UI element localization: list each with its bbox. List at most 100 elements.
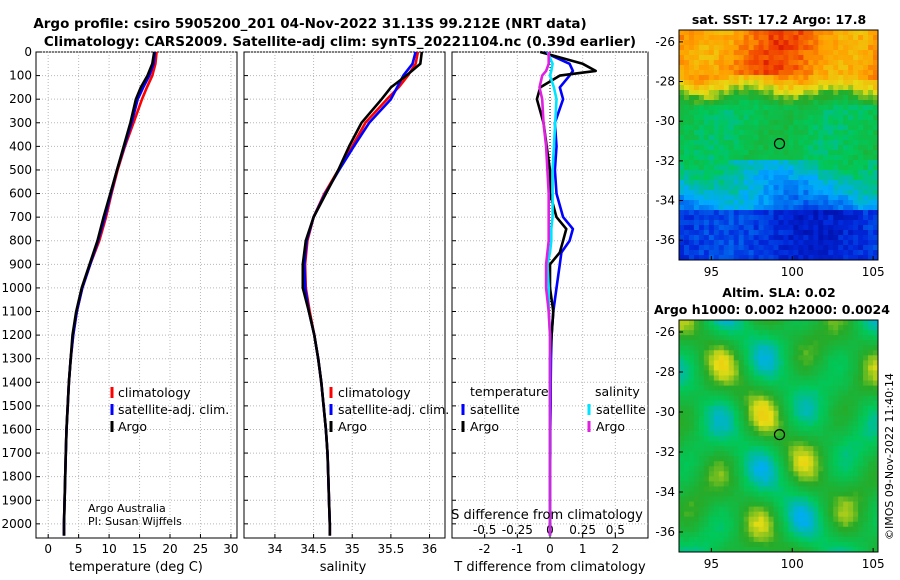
map-cell	[818, 345, 824, 351]
map-cell	[863, 240, 869, 246]
map-cell	[679, 65, 685, 71]
map-cell	[853, 486, 859, 492]
map-cell	[713, 425, 720, 432]
map-cell	[858, 365, 864, 371]
map-cell	[698, 385, 705, 392]
map-cell	[703, 350, 710, 356]
map-cell	[713, 531, 720, 538]
map-cell	[873, 506, 879, 513]
map-cell	[848, 486, 854, 492]
map-cell	[788, 425, 794, 432]
map-cell	[718, 420, 725, 427]
map-cell	[748, 365, 755, 371]
map-cell	[688, 145, 695, 151]
map-cell	[698, 160, 705, 166]
map-cell	[758, 85, 764, 91]
map-cell	[713, 360, 720, 366]
map-cell	[813, 240, 819, 246]
map-cell	[683, 400, 690, 407]
map-cell	[793, 130, 799, 136]
map-cell	[753, 466, 760, 472]
map-cell	[768, 60, 774, 66]
map-cell	[868, 115, 874, 121]
map-cell	[778, 65, 784, 71]
map-cell	[873, 95, 879, 101]
map-cell	[703, 375, 710, 381]
map-cell	[793, 75, 799, 81]
map-cell	[788, 335, 794, 341]
map-cell	[763, 230, 769, 236]
map-cell	[828, 240, 834, 246]
map-cell	[778, 140, 784, 146]
map-cell	[863, 75, 869, 81]
map-cell	[818, 531, 824, 538]
map-cell	[748, 415, 755, 422]
map-cell	[733, 125, 740, 131]
map-cell	[728, 526, 735, 533]
map-cell	[693, 95, 700, 101]
map-cell	[773, 195, 779, 201]
map-cell	[723, 185, 730, 191]
map-cell	[823, 30, 829, 36]
map-cell	[833, 95, 839, 101]
map-cell	[793, 65, 799, 71]
map-cell	[733, 340, 740, 346]
map-cell	[868, 160, 874, 166]
map-cell	[783, 410, 789, 417]
map-cell	[838, 105, 844, 111]
map-cell	[833, 55, 839, 61]
map-cell	[773, 350, 779, 356]
map-cell	[688, 40, 695, 46]
map-cell	[853, 240, 859, 246]
map-cell	[813, 40, 819, 46]
map-cell	[808, 190, 814, 196]
map-cell	[708, 85, 715, 91]
map-cell	[803, 441, 809, 447]
map-cell	[823, 115, 829, 121]
map-cell	[758, 481, 764, 487]
map-cell	[853, 330, 859, 336]
map-cell	[693, 456, 700, 462]
map-cell	[803, 476, 809, 482]
map-cell	[838, 340, 844, 346]
map-cell	[848, 476, 854, 482]
map-cell	[753, 330, 760, 336]
map-cell	[748, 330, 755, 336]
map-cell	[783, 80, 789, 86]
map-cell	[688, 60, 695, 66]
map-cell	[738, 75, 745, 81]
map-cell	[798, 466, 804, 472]
map-cell	[848, 140, 854, 146]
map-cell	[683, 441, 690, 447]
map-cell	[738, 446, 745, 452]
map-cell	[753, 400, 760, 407]
map-cell	[818, 395, 824, 402]
map-cell	[763, 255, 769, 261]
map-xtick-label: 100	[781, 557, 804, 571]
map-cell	[738, 255, 745, 261]
map-cell	[703, 35, 710, 41]
map-cell	[848, 90, 854, 96]
map-cell	[813, 345, 819, 351]
map-cell	[679, 105, 685, 111]
map-cell	[718, 451, 725, 457]
map-cell	[763, 200, 769, 206]
map-cell	[853, 225, 859, 231]
map-cell	[753, 235, 760, 241]
map-cell	[848, 255, 854, 261]
map-cell	[813, 350, 819, 356]
map-cell	[723, 395, 730, 402]
map-cell	[698, 135, 705, 141]
map-cell	[679, 205, 685, 211]
map-cell	[828, 380, 834, 386]
map-cell	[763, 85, 769, 91]
map-cell	[748, 190, 755, 196]
map-cell	[843, 355, 849, 361]
map-cell	[738, 350, 745, 356]
map-cell	[833, 335, 839, 341]
map-cell	[733, 65, 740, 71]
map-cell	[823, 496, 829, 502]
map-cell	[803, 456, 809, 462]
map-cell	[758, 491, 764, 497]
map-cell	[758, 160, 764, 166]
